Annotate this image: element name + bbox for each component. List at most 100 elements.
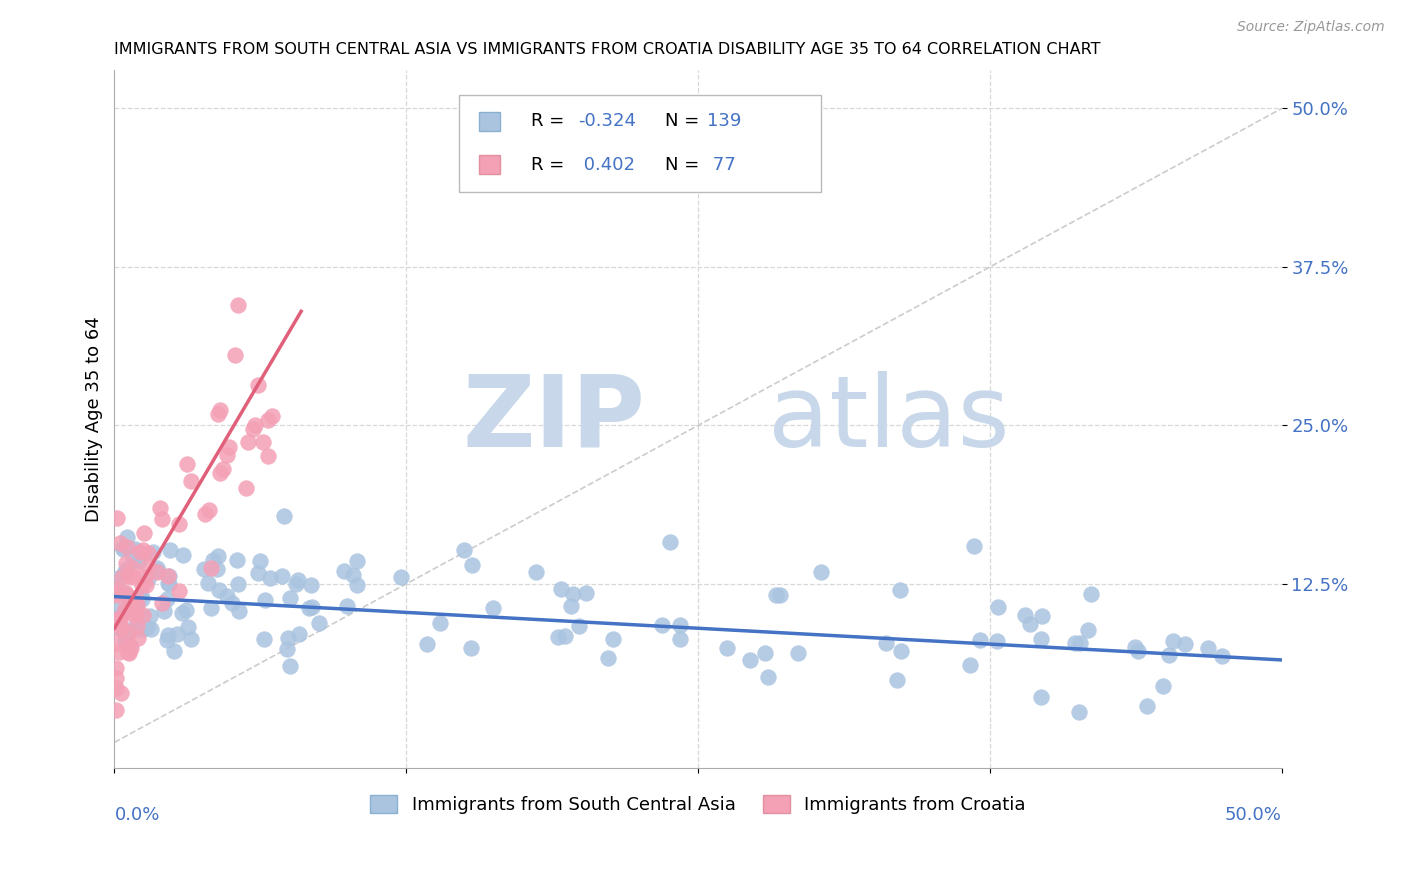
Point xyxy=(765,588,787,602)
Point xyxy=(889,583,911,598)
Point xyxy=(1125,640,1147,655)
Point xyxy=(273,508,295,523)
Point xyxy=(1014,608,1036,623)
Point xyxy=(163,644,186,658)
Point xyxy=(156,628,179,642)
Point xyxy=(1069,706,1091,720)
Text: IMMIGRANTS FROM SOUTH CENTRAL ASIA VS IMMIGRANTS FROM CROATIA DISABILITY AGE 35 : IMMIGRANTS FROM SOUTH CENTRAL ASIA VS IM… xyxy=(114,42,1101,57)
Point xyxy=(550,582,572,596)
Point xyxy=(159,542,181,557)
Point xyxy=(1064,636,1087,650)
Point xyxy=(112,586,135,600)
Point xyxy=(247,377,270,392)
Point xyxy=(180,475,202,489)
Point xyxy=(134,570,156,584)
Point xyxy=(114,585,136,599)
Point xyxy=(111,569,134,583)
Point xyxy=(333,564,356,578)
Point xyxy=(342,567,364,582)
Point xyxy=(176,457,198,471)
Point xyxy=(124,605,146,619)
Y-axis label: Disability Age 35 to 64: Disability Age 35 to 64 xyxy=(86,316,103,522)
Point xyxy=(112,606,135,620)
Point xyxy=(786,646,808,660)
Point xyxy=(207,549,229,563)
Point xyxy=(886,673,908,687)
Point xyxy=(554,629,576,643)
Point xyxy=(136,558,159,573)
Point xyxy=(575,586,598,600)
Point xyxy=(429,615,451,630)
Point xyxy=(105,703,128,717)
Point xyxy=(1031,608,1053,623)
Point xyxy=(122,607,145,621)
Point xyxy=(524,565,547,579)
Point xyxy=(460,640,482,655)
Point xyxy=(224,348,246,362)
Point xyxy=(145,565,167,579)
Point xyxy=(769,588,792,602)
Point xyxy=(209,402,232,417)
Point xyxy=(890,644,912,658)
Point xyxy=(112,541,135,556)
Point xyxy=(117,638,139,652)
Point xyxy=(115,631,138,645)
Point xyxy=(253,592,276,607)
Point xyxy=(257,449,280,463)
Point xyxy=(278,658,301,673)
Point xyxy=(1019,616,1042,631)
Point xyxy=(110,686,132,700)
Point xyxy=(235,481,257,495)
Point xyxy=(117,530,139,544)
Point xyxy=(112,541,135,555)
Point xyxy=(754,646,776,660)
Point xyxy=(125,599,148,613)
Point xyxy=(875,636,897,650)
Point xyxy=(226,298,249,312)
Point xyxy=(172,548,194,562)
Point xyxy=(209,466,232,480)
Point xyxy=(166,627,188,641)
Point xyxy=(987,600,1010,615)
Point xyxy=(756,670,779,684)
Point xyxy=(298,601,321,615)
Point xyxy=(336,599,359,614)
Point xyxy=(167,584,190,599)
Point xyxy=(127,618,149,632)
Text: -0.324: -0.324 xyxy=(578,112,636,130)
Text: Source: ZipAtlas.com: Source: ZipAtlas.com xyxy=(1237,20,1385,34)
Point xyxy=(132,608,155,623)
Point xyxy=(120,640,142,655)
Point xyxy=(115,540,138,554)
Point xyxy=(1077,624,1099,638)
Point xyxy=(243,418,266,433)
Point xyxy=(738,653,761,667)
Point xyxy=(129,588,152,602)
Point xyxy=(482,601,505,615)
Text: 77: 77 xyxy=(707,155,737,174)
Point xyxy=(658,535,681,549)
Point xyxy=(115,563,138,577)
Point xyxy=(212,461,235,475)
Point xyxy=(560,599,582,613)
Point xyxy=(810,566,832,580)
Point xyxy=(242,422,264,436)
Point xyxy=(122,570,145,584)
Point xyxy=(284,577,307,591)
Point xyxy=(276,642,298,657)
Point xyxy=(114,564,136,578)
Point xyxy=(959,658,981,673)
Point xyxy=(669,618,692,632)
Point xyxy=(460,558,482,572)
Point xyxy=(308,615,330,630)
Point xyxy=(200,561,222,575)
Point xyxy=(135,578,157,592)
Point xyxy=(1157,648,1180,663)
Point xyxy=(1152,679,1174,693)
Point xyxy=(118,647,141,661)
Point xyxy=(169,517,191,532)
Point xyxy=(194,507,217,521)
Point xyxy=(132,622,155,636)
Point xyxy=(205,562,228,576)
Point xyxy=(1197,640,1219,655)
